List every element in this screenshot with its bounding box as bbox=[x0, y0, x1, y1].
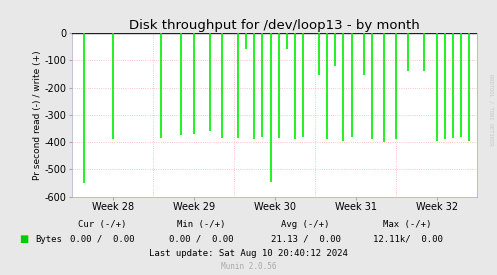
Text: Bytes: Bytes bbox=[35, 235, 62, 244]
Text: Max (-/+): Max (-/+) bbox=[383, 220, 432, 229]
Text: RRDTOOL / TOBI OETIKER: RRDTOOL / TOBI OETIKER bbox=[489, 74, 494, 146]
Y-axis label: Pr second read (-) / write (+): Pr second read (-) / write (+) bbox=[33, 50, 42, 180]
Text: 0.00 /  0.00: 0.00 / 0.00 bbox=[169, 235, 234, 244]
Text: Avg (-/+): Avg (-/+) bbox=[281, 220, 330, 229]
Text: Cur (-/+): Cur (-/+) bbox=[78, 220, 126, 229]
Title: Disk throughput for /dev/loop13 - by month: Disk throughput for /dev/loop13 - by mon… bbox=[129, 19, 420, 32]
Text: Min (-/+): Min (-/+) bbox=[177, 220, 226, 229]
Text: Munin 2.0.56: Munin 2.0.56 bbox=[221, 262, 276, 271]
Text: ■: ■ bbox=[19, 234, 28, 244]
Text: Last update: Sat Aug 10 20:40:12 2024: Last update: Sat Aug 10 20:40:12 2024 bbox=[149, 249, 348, 257]
Text: 21.13 /  0.00: 21.13 / 0.00 bbox=[271, 235, 340, 244]
Text: 12.11k/  0.00: 12.11k/ 0.00 bbox=[373, 235, 442, 244]
Text: 0.00 /  0.00: 0.00 / 0.00 bbox=[70, 235, 134, 244]
